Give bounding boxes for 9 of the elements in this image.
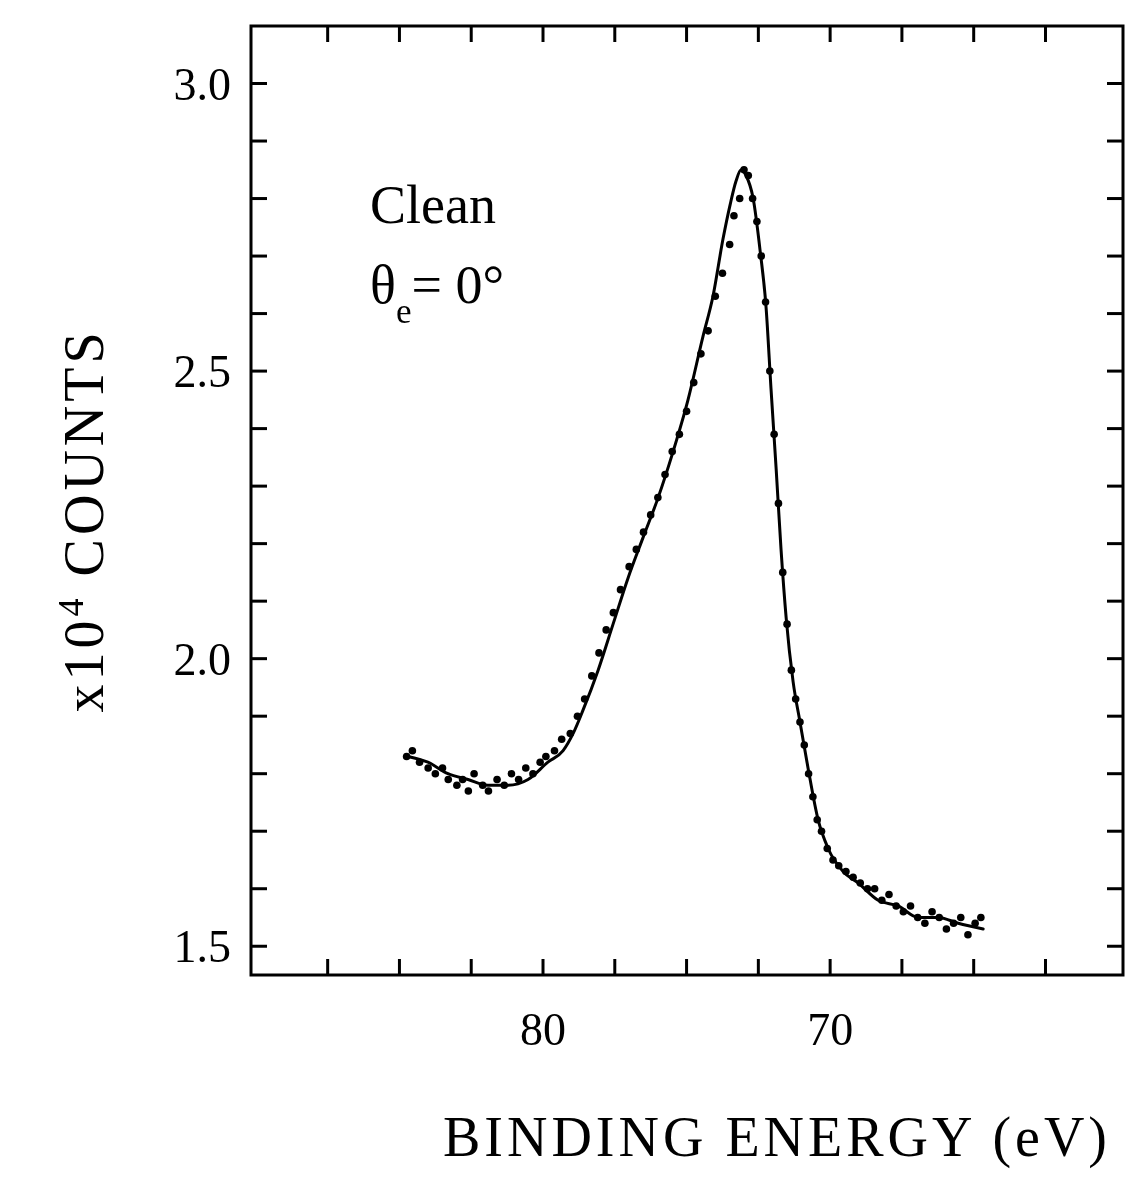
x-tick-label: 70 <box>807 1004 854 1055</box>
y-tick-label: 2.5 <box>173 346 231 398</box>
y-tick-label: 1.5 <box>173 921 231 973</box>
x-axis-title: BINDING ENERGY (eV) <box>442 1106 1112 1169</box>
annotation: Clean <box>370 175 496 235</box>
y-tick-label: 3.0 <box>173 58 231 110</box>
y-tick-label: 2.0 <box>173 633 231 685</box>
annotation: θ$_{e}$= 0° <box>370 255 505 331</box>
x-tick-label: 80 <box>520 1004 567 1055</box>
